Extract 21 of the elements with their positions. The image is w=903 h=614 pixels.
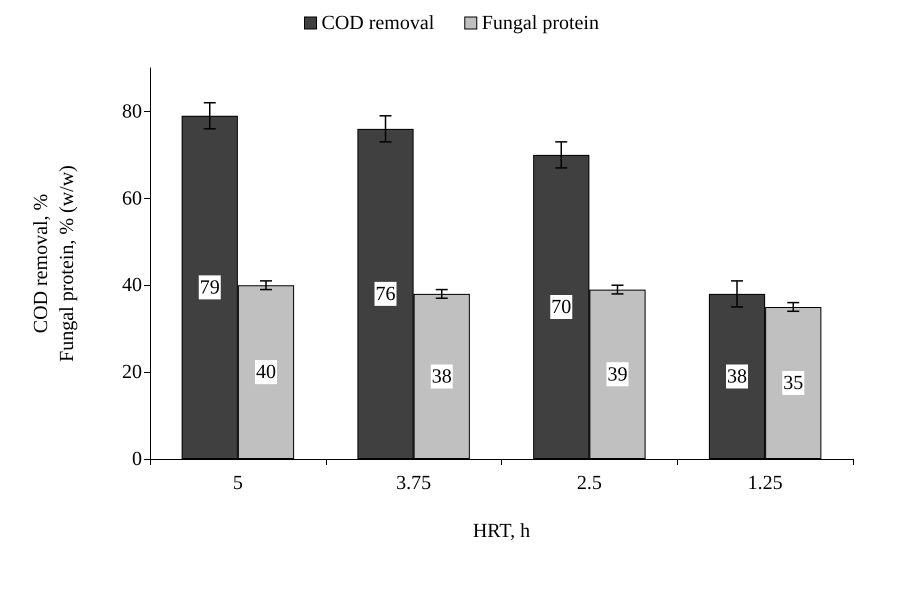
x-tick-label: 5 bbox=[232, 472, 243, 494]
y-tick-label: 40 bbox=[122, 274, 142, 296]
data-label: 38 bbox=[727, 365, 748, 388]
data-label: 35 bbox=[783, 372, 804, 394]
data-label: 38 bbox=[432, 365, 452, 388]
x-tick-label: 1.25 bbox=[748, 472, 783, 494]
data-label: 70 bbox=[551, 296, 572, 318]
data-label: 76 bbox=[376, 282, 396, 305]
y-tick-label: 20 bbox=[122, 361, 142, 384]
data-label: 40 bbox=[256, 361, 276, 384]
y-tick-label: 60 bbox=[122, 187, 142, 210]
legend-label: Fungal protein bbox=[482, 12, 599, 34]
legend-label: COD removal bbox=[322, 12, 435, 34]
data-label: 79 bbox=[200, 276, 220, 298]
y-tick-label: 0 bbox=[132, 448, 142, 470]
y-axis-title: COD removal, % Fungal protein, % (w/w) bbox=[30, 165, 78, 362]
x-tick-label: 3.75 bbox=[396, 472, 432, 494]
y-tick-label: 80 bbox=[122, 100, 142, 122]
x-axis-title: HRT, h bbox=[472, 520, 530, 542]
x-tick-label: 2.5 bbox=[576, 472, 602, 494]
data-label: 39 bbox=[607, 363, 628, 386]
